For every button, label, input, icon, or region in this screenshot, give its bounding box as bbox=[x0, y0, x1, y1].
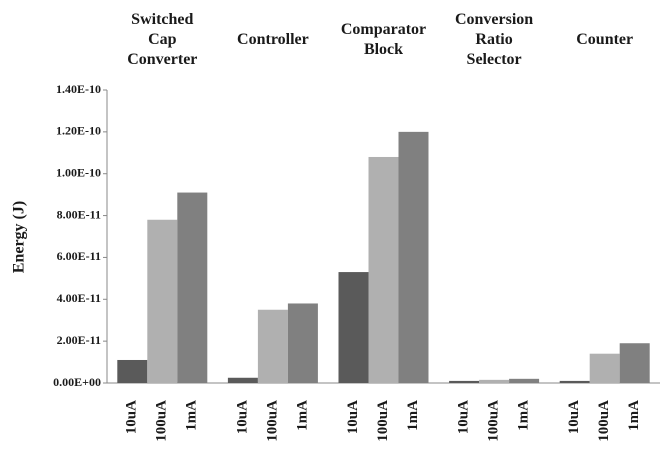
bar bbox=[479, 379, 510, 383]
bar bbox=[368, 156, 399, 383]
x-tick-label: 100uA bbox=[486, 400, 502, 442]
x-tick-label: 100uA bbox=[375, 400, 391, 442]
x-tick-label: 1mA bbox=[294, 400, 310, 431]
y-axis-label: Energy (J) bbox=[11, 201, 28, 273]
y-tick-label: 6.00E-11 bbox=[57, 249, 101, 263]
bar bbox=[227, 377, 258, 383]
bar bbox=[619, 343, 650, 383]
y-tick-label: 1.00E-10 bbox=[56, 165, 101, 179]
group-label: Controller bbox=[237, 31, 309, 48]
x-tick-label: 10uA bbox=[345, 400, 361, 434]
x-tick-label: 10uA bbox=[566, 400, 582, 434]
y-tick-label: 4.00E-11 bbox=[57, 291, 101, 305]
x-tick-label: 1mA bbox=[405, 400, 421, 431]
bar bbox=[287, 303, 318, 383]
x-tick-label: 10uA bbox=[234, 400, 250, 434]
bar bbox=[449, 380, 480, 383]
bar bbox=[589, 353, 620, 383]
bar bbox=[338, 272, 369, 383]
y-tick-label: 8.00E-11 bbox=[57, 207, 101, 221]
bar bbox=[559, 380, 590, 383]
bar bbox=[398, 131, 429, 383]
group-label: Counter bbox=[576, 31, 633, 48]
bar bbox=[257, 309, 288, 383]
bar bbox=[509, 378, 540, 383]
x-tick-label: 10uA bbox=[456, 400, 472, 434]
bar bbox=[147, 219, 178, 383]
x-tick-label: 100uA bbox=[154, 400, 170, 442]
bar bbox=[177, 192, 208, 383]
group-label: Conversion Ratio Selector bbox=[455, 11, 533, 68]
bar bbox=[117, 359, 148, 383]
x-tick-label: 10uA bbox=[124, 400, 140, 434]
x-tick-label: 1mA bbox=[626, 400, 642, 431]
x-tick-label: 100uA bbox=[596, 400, 612, 442]
y-tick-label: 2.00E-11 bbox=[57, 333, 101, 347]
group-label: Switched Cap Converter bbox=[127, 11, 197, 68]
y-tick-label: 1.40E-10 bbox=[56, 82, 101, 96]
x-tick-label: 100uA bbox=[264, 400, 280, 442]
y-tick-label: 0.00E+00 bbox=[53, 375, 101, 389]
group-label: Comparator Block bbox=[341, 21, 426, 58]
y-tick-label: 1.20E-10 bbox=[56, 124, 101, 138]
x-tick-label: 1mA bbox=[184, 400, 200, 431]
x-tick-label: 1mA bbox=[516, 400, 532, 431]
